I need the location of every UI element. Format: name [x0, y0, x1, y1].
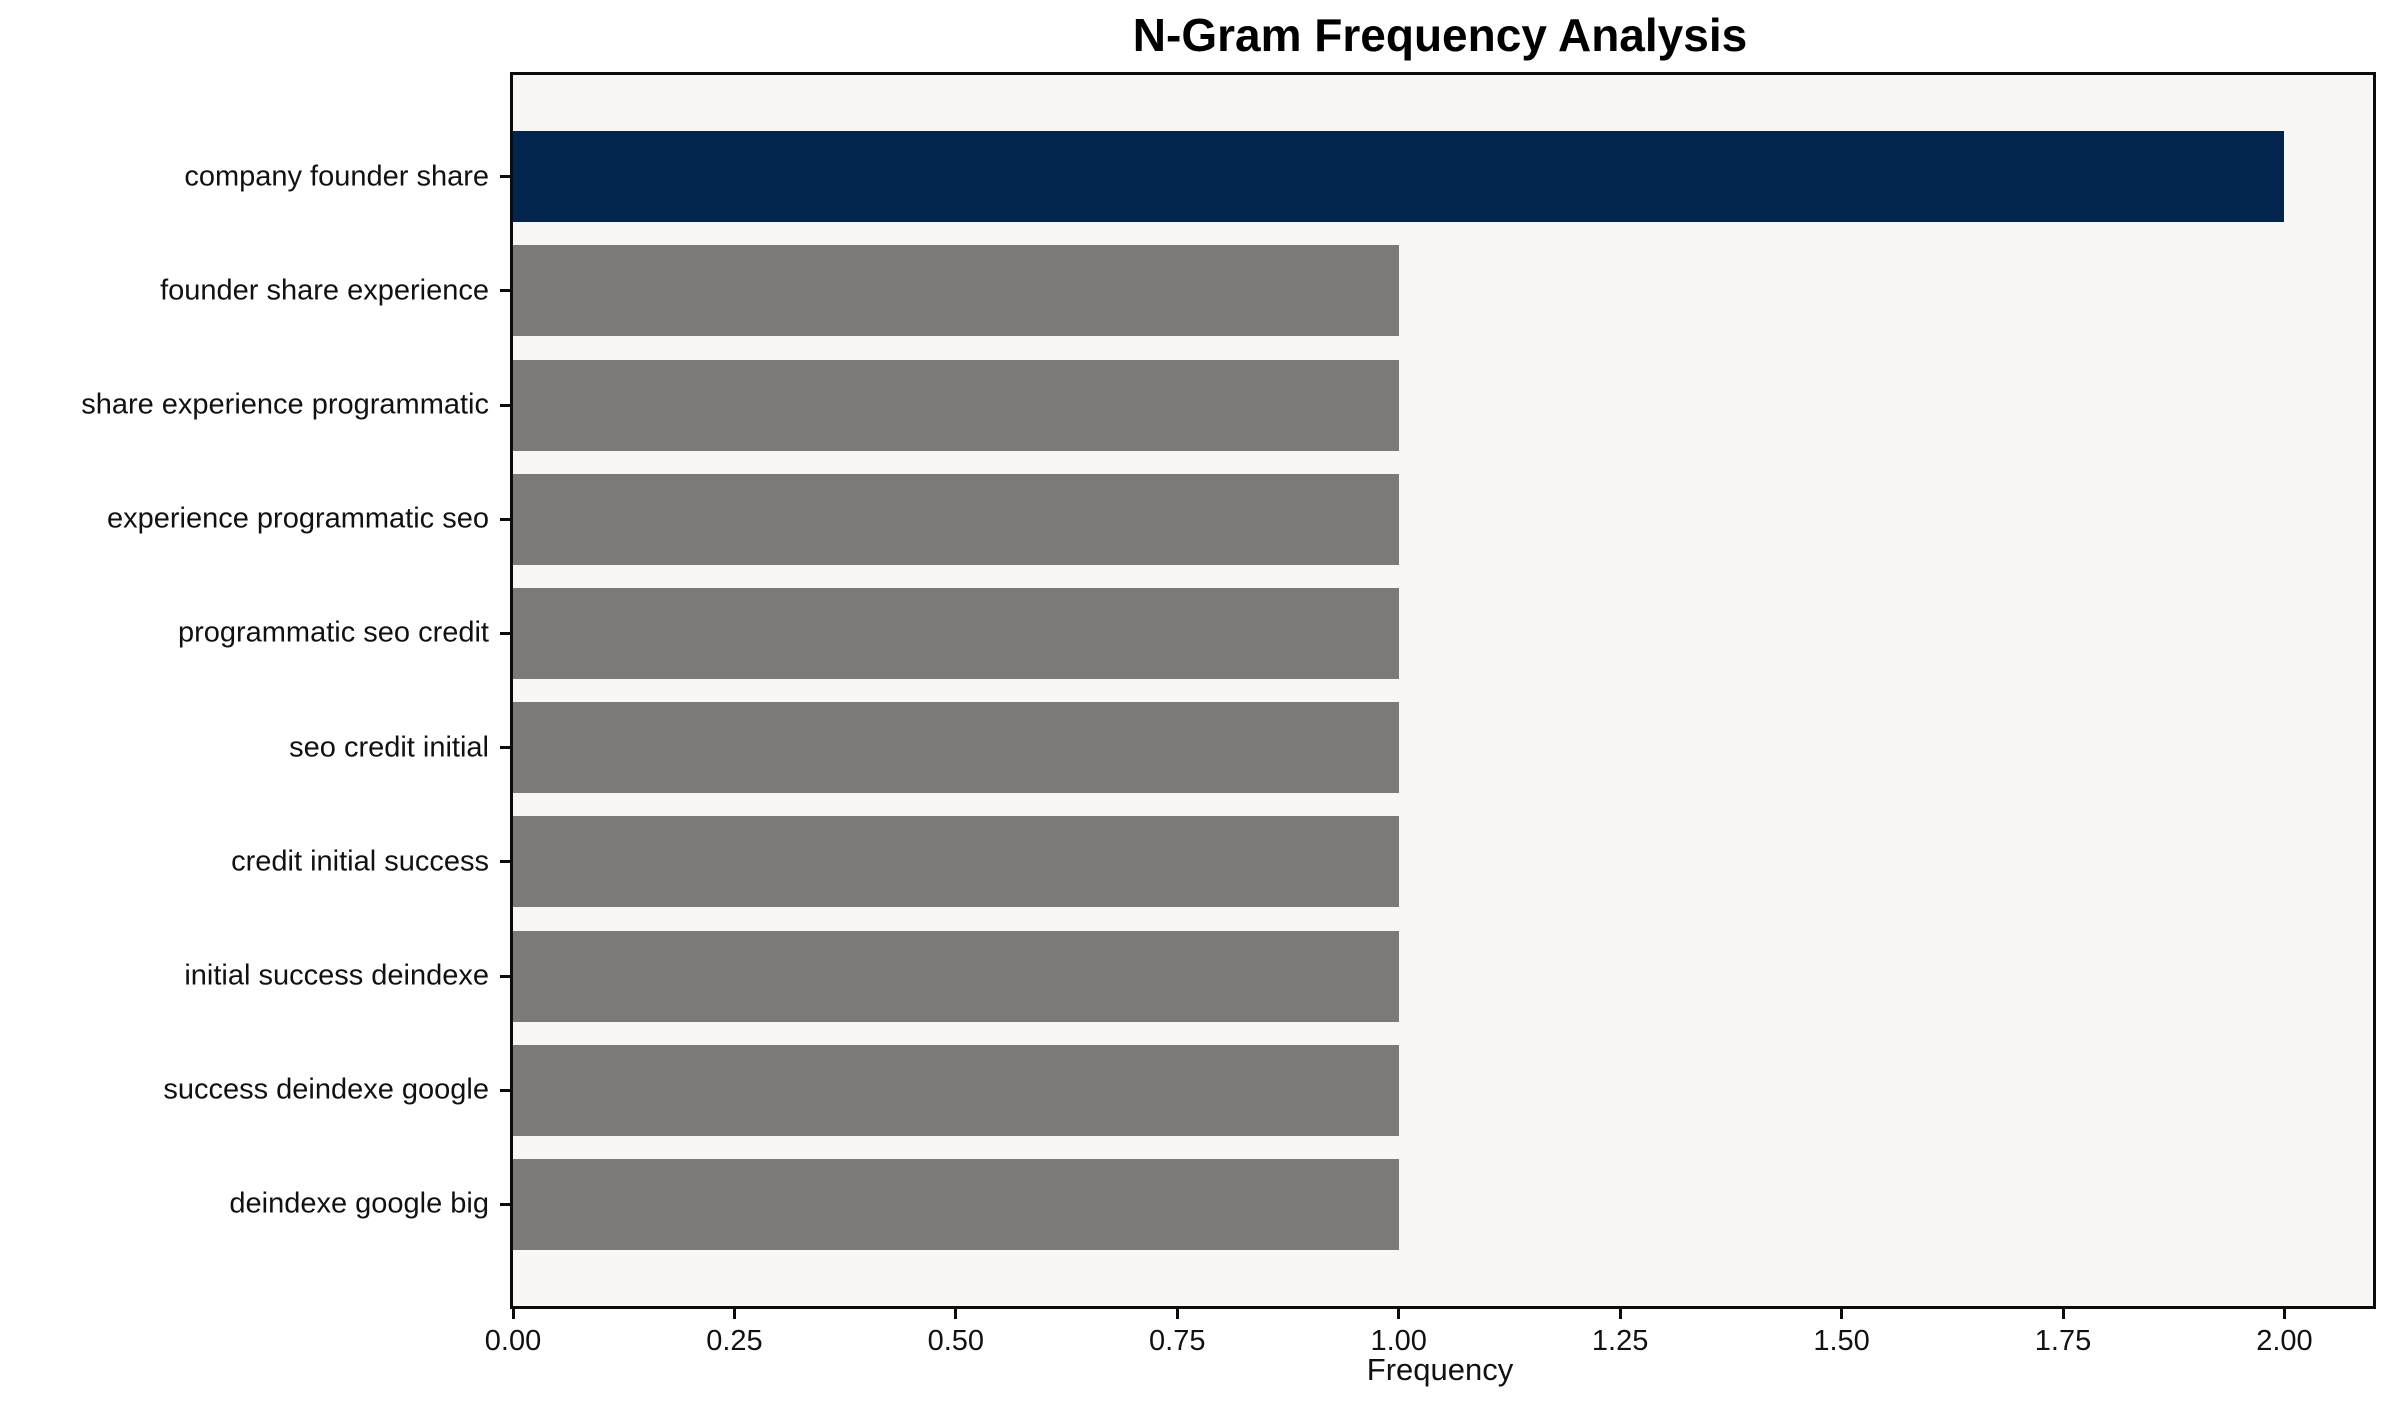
x-tick-mark-2 — [954, 1309, 958, 1319]
x-tick-mark-8 — [2282, 1309, 2286, 1319]
y-tick-mark-3 — [500, 517, 510, 521]
bar-4 — [513, 587, 1399, 679]
x-tick-label-8: 2.00 — [2256, 1325, 2313, 1357]
x-tick-label-7: 1.75 — [2034, 1325, 2092, 1357]
x-tick-mark-5 — [1618, 1309, 1622, 1319]
y-tick-label-2: share experience programmatic — [81, 388, 489, 421]
x-tick-mark-7 — [2061, 1309, 2065, 1319]
y-tick-mark-1 — [500, 289, 510, 293]
x-tick-mark-6 — [1840, 1309, 1844, 1319]
x-axis-title: Frequency — [1366, 1352, 1514, 1387]
bar-5 — [513, 702, 1399, 794]
x-tick-label-0: 0.00 — [484, 1325, 542, 1357]
x-tick-mark-4 — [1397, 1309, 1401, 1319]
x-tick-label-5: 1.25 — [1591, 1325, 1649, 1357]
y-tick-label-8: success deindexe google — [163, 1073, 489, 1106]
y-tick-label-0: company founder share — [184, 160, 489, 193]
y-tick-label-4: programmatic seo credit — [177, 616, 489, 649]
y-tick-mark-0 — [500, 175, 510, 179]
y-tick-mark-7 — [500, 974, 510, 978]
x-tick-mark-3 — [1175, 1309, 1179, 1319]
y-tick-mark-4 — [500, 631, 510, 635]
y-tick-mark-5 — [500, 746, 510, 750]
bar-0 — [513, 131, 2285, 223]
y-tick-mark-6 — [500, 860, 510, 864]
bar-7 — [513, 930, 1399, 1022]
chart-title: N-Gram Frequency Analysis — [1132, 9, 1748, 61]
y-tick-mark-8 — [500, 1088, 510, 1092]
y-tick-label-1: founder share experience — [160, 274, 489, 307]
y-tick-label-9: deindexe google big — [229, 1187, 489, 1220]
bar-6 — [513, 816, 1399, 908]
bar-8 — [513, 1044, 1399, 1136]
x-tick-label-1: 0.25 — [706, 1325, 763, 1357]
x-tick-label-6: 1.50 — [1813, 1325, 1870, 1357]
bar-9 — [513, 1158, 1399, 1250]
bar-3 — [513, 473, 1399, 565]
y-tick-mark-9 — [500, 1202, 510, 1206]
y-tick-mark-2 — [500, 403, 510, 407]
x-tick-label-4: 1.00 — [1370, 1325, 1427, 1357]
x-tick-mark-0 — [511, 1309, 515, 1319]
y-tick-label-3: experience programmatic seo — [106, 502, 489, 535]
bar-2 — [513, 359, 1399, 451]
plot-area — [510, 72, 2376, 1309]
x-tick-label-3: 0.75 — [1149, 1325, 1206, 1357]
x-tick-mark-1 — [732, 1309, 736, 1319]
bar-1 — [513, 245, 1399, 337]
y-tick-label-7: initial success deindexe — [184, 959, 489, 992]
y-tick-label-5: seo credit initial — [289, 731, 489, 764]
y-tick-label-6: credit initial success — [231, 845, 489, 878]
x-tick-label-2: 0.50 — [927, 1325, 985, 1357]
